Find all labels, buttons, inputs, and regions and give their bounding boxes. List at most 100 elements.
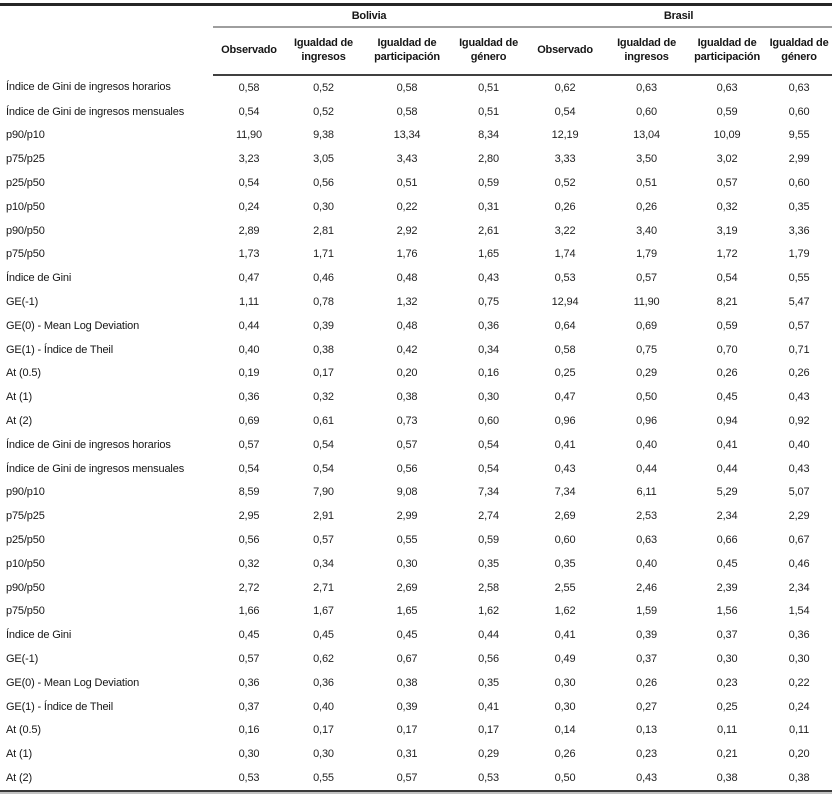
cell-value: 0,51 bbox=[396, 177, 418, 190]
cell-value: 0,56 bbox=[238, 534, 260, 547]
cell-value: 0,16 bbox=[478, 367, 499, 380]
col-header-igualdad-ingresos: Igualdad de ingresos bbox=[285, 27, 362, 76]
cell-value: 0,24 bbox=[788, 700, 810, 713]
cell-value: 0,46 bbox=[788, 557, 810, 570]
cell-value: 0,16 bbox=[238, 724, 260, 737]
table-row: p10/p50 0,24 0,30 0,22 0,31 0,26 0,26 0,32 0,35 bbox=[0, 195, 832, 219]
cell-value: 0,30 bbox=[238, 748, 260, 761]
cell-value: 0,41 bbox=[478, 700, 499, 713]
cell-value: 2,92 bbox=[396, 224, 418, 237]
row-label: Índice de Gini bbox=[6, 272, 72, 285]
cell-value: 0,34 bbox=[313, 557, 334, 570]
cell-value: 0,40 bbox=[636, 557, 657, 570]
cell-value: 2,34 bbox=[788, 581, 810, 594]
table-row: Índice de Gini de ingresos mensuales 0,54… bbox=[0, 100, 832, 124]
row-label: At (0.5) bbox=[6, 724, 41, 737]
cell-value: 0,52 bbox=[554, 177, 576, 190]
table-row: At (1) 0,36 0,32 0,38 0,30 0,47 0,50 0,45 0,43 bbox=[0, 385, 832, 409]
cell-value: 0,43 bbox=[636, 772, 657, 784]
cell-value: 0,34 bbox=[478, 343, 499, 356]
cell-value: 1,11 bbox=[239, 296, 259, 309]
cell-value: 0,13 bbox=[636, 724, 657, 737]
cell-value: 0,30 bbox=[396, 557, 418, 570]
cell-value: 2,91 bbox=[313, 510, 334, 523]
cell-value: 13,34 bbox=[393, 129, 421, 142]
table-row: GE(0) - Mean Log Deviation 0,44 0,39 0,48 0,… bbox=[0, 314, 832, 338]
cell-value: 1,59 bbox=[636, 605, 657, 618]
table-row: At (1) 0,30 0,30 0,31 0,29 0,26 0,23 0,21 0,20 bbox=[0, 742, 832, 766]
cell-value: 0,49 bbox=[554, 653, 576, 666]
inequality-indices-table: Bolivia Brasil Observado Igualdad de ing… bbox=[0, 3, 832, 792]
cell-value: 10,09 bbox=[713, 129, 741, 142]
cell-value: 0,26 bbox=[636, 676, 657, 689]
cell-value: 0,92 bbox=[788, 415, 810, 428]
cell-value: 0,39 bbox=[396, 700, 418, 713]
cell-value: 1,79 bbox=[788, 248, 810, 261]
cell-value: 2,46 bbox=[636, 581, 657, 594]
cell-value: 0,54 bbox=[313, 462, 334, 475]
row-label: p75/p50 bbox=[6, 248, 45, 261]
cell-value: 0,64 bbox=[554, 319, 576, 332]
cell-value: 0,36 bbox=[238, 676, 260, 689]
row-label: GE(0) - Mean Log Deviation bbox=[6, 676, 140, 689]
cell-value: 0,58 bbox=[396, 81, 418, 94]
col-header-observado: Observado bbox=[525, 27, 606, 76]
cell-value: 0,57 bbox=[238, 438, 260, 451]
row-label: GE(1) - Índice de Theil bbox=[6, 343, 114, 356]
cell-value: 0,44 bbox=[238, 319, 260, 332]
cell-value: 2,95 bbox=[238, 510, 260, 523]
cell-value: 2,61 bbox=[478, 224, 499, 237]
cell-value: 0,54 bbox=[716, 272, 738, 285]
cell-value: 0,43 bbox=[788, 462, 810, 475]
row-label: Índice de Gini de ingresos horarios bbox=[6, 81, 171, 94]
cell-value: 0,36 bbox=[238, 391, 260, 404]
table-row: At (0.5) 0,19 0,17 0,20 0,16 0,25 0,29 0,26 0,26 bbox=[0, 362, 832, 386]
cell-value: 0,38 bbox=[396, 391, 418, 404]
cell-value: 0,66 bbox=[716, 534, 738, 547]
cell-value: 0,29 bbox=[478, 748, 499, 761]
cell-value: 0,55 bbox=[396, 534, 418, 547]
table-row: p75/p50 1,73 1,71 1,76 1,65 1,74 1,79 1,72 1,79 bbox=[0, 243, 832, 267]
cell-value: 9,38 bbox=[313, 129, 334, 142]
col-header-igualdad-genero: Igualdad de género bbox=[452, 27, 526, 76]
cell-value: 0,30 bbox=[313, 748, 334, 761]
cell-value: 0,17 bbox=[396, 724, 418, 737]
cell-value: 0,36 bbox=[313, 676, 334, 689]
cell-value: 1,32 bbox=[396, 296, 418, 309]
cell-value: 0,37 bbox=[716, 629, 738, 642]
cell-value: 0,32 bbox=[716, 200, 738, 213]
cell-value: 0,30 bbox=[716, 653, 738, 666]
cell-value: 1,56 bbox=[716, 605, 738, 618]
cell-value: 1,73 bbox=[238, 248, 260, 261]
cell-value: 1,62 bbox=[554, 605, 576, 618]
cell-value: 0,56 bbox=[313, 177, 334, 190]
table-row: GE(1) - Índice de Theil 0,37 0,40 0,39 0,41 0… bbox=[0, 695, 832, 719]
cell-value: 8,59 bbox=[238, 486, 260, 499]
cell-value: 1,67 bbox=[313, 605, 334, 618]
table-row: p90/p50 2,89 2,81 2,92 2,61 3,22 3,40 3,19 3,36 bbox=[0, 219, 832, 243]
cell-value: 0,54 bbox=[238, 105, 260, 118]
cell-value: 1,54 bbox=[788, 605, 810, 618]
cell-value: 0,51 bbox=[478, 81, 499, 94]
row-label: At (2) bbox=[6, 415, 32, 428]
row-label: p90/p10 bbox=[6, 486, 45, 499]
cell-value: 2,81 bbox=[313, 224, 334, 237]
table-row: GE(-1) 1,11 0,78 1,32 0,75 12,94 11,90 8,21 5,47 bbox=[0, 290, 832, 314]
cell-value: 2,53 bbox=[636, 510, 657, 523]
col-header-igualdad-participacion: Igualdad de participación bbox=[362, 27, 452, 76]
cell-value: 0,37 bbox=[238, 700, 260, 713]
cell-value: 0,21 bbox=[716, 748, 738, 761]
cell-value: 0,59 bbox=[478, 177, 499, 190]
row-label: p90/p50 bbox=[6, 581, 45, 594]
cell-value: 0,35 bbox=[554, 557, 576, 570]
table-row: At (2) 0,69 0,61 0,73 0,60 0,96 0,96 0,94 0,92 bbox=[0, 409, 832, 433]
cell-value: 12,94 bbox=[551, 296, 579, 309]
cell-value: 3,40 bbox=[636, 224, 657, 237]
cell-value: 0,41 bbox=[716, 438, 738, 451]
cell-value: 0,35 bbox=[478, 557, 499, 570]
cell-value: 7,90 bbox=[313, 486, 334, 499]
cell-value: 0,62 bbox=[554, 81, 576, 94]
cell-value: 0,30 bbox=[478, 391, 499, 404]
table-row: p90/p10 11,90 9,38 13,34 8,34 12,19 13,04 10,09… bbox=[0, 124, 832, 148]
cell-value: 5,47 bbox=[788, 296, 810, 309]
